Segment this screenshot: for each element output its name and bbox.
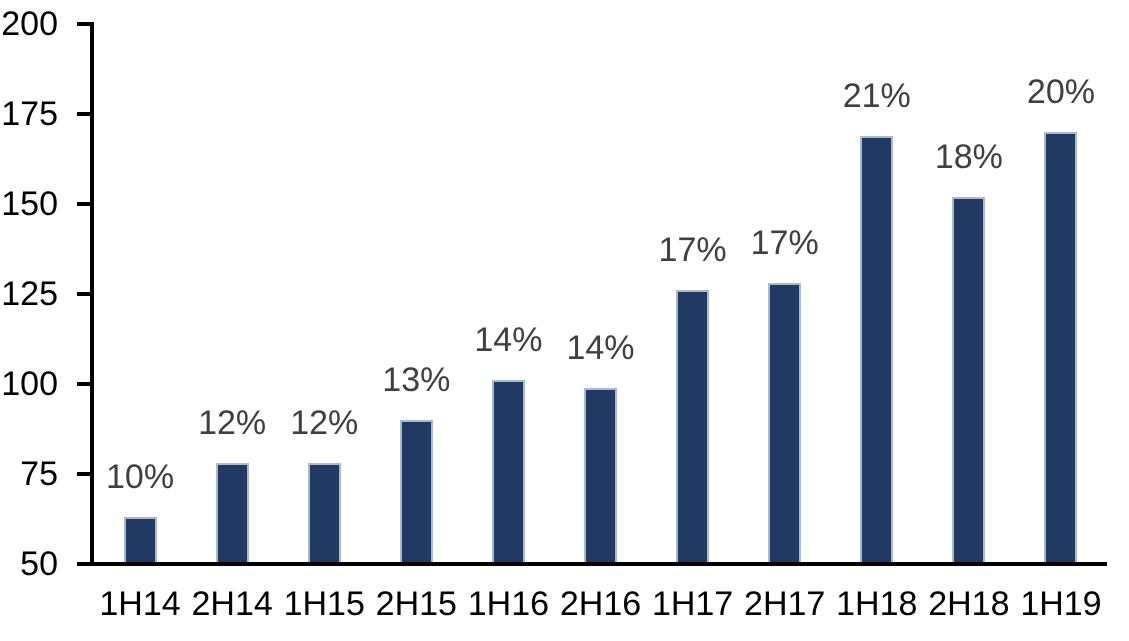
bar-value-label: 18% [934, 137, 1003, 176]
bar-value-label: 17% [658, 231, 727, 270]
y-axis-tick-mark [77, 202, 94, 206]
y-axis-tick-mark [77, 382, 94, 386]
x-axis-category-label: 1H14 [99, 585, 181, 623]
bar-value-label: 12% [290, 404, 359, 443]
x-axis-category-label: 2H17 [744, 585, 826, 623]
y-axis-tick-mark [77, 472, 94, 476]
bar-value-label: 17% [750, 224, 819, 263]
bar-value-label: 10% [106, 458, 175, 497]
bar-value-label: 13% [382, 361, 451, 399]
bar-2H15 [399, 420, 433, 566]
y-axis-tick-label: 50 [20, 545, 58, 583]
bar-2H18 [952, 196, 986, 566]
y-axis-tick-mark [77, 292, 94, 296]
bar-2H14 [215, 463, 249, 566]
bar-value-label: 20% [1026, 73, 1095, 111]
bar-value-label: 21% [842, 76, 911, 115]
y-axis-tick-label: 100 [1, 365, 58, 403]
x-axis-category-label: 2H16 [559, 585, 642, 623]
x-axis-category-label: 1H18 [836, 585, 918, 623]
x-axis-category-label: 1H15 [283, 585, 365, 623]
y-axis-tick-label: 200 [1, 5, 58, 43]
x-axis-category-label: 1H16 [467, 585, 550, 623]
bar-1H16 [491, 380, 525, 566]
bar-1H19 [1044, 132, 1078, 566]
y-axis-tick-label: 75 [20, 455, 58, 493]
y-axis-tick-mark [77, 112, 94, 116]
x-axis-category-label: 2H15 [375, 585, 457, 623]
bar-2H17 [768, 283, 802, 566]
x-axis-category-label: 1H19 [1020, 585, 1102, 623]
y-axis-line [90, 22, 94, 566]
bar-2H16 [584, 387, 617, 566]
y-axis-tick-mark [77, 562, 94, 566]
x-axis-line [90, 562, 1107, 566]
y-axis-tick-mark [77, 22, 94, 26]
bar-value-label: 12% [198, 404, 267, 443]
bar-1H17 [676, 290, 710, 566]
y-axis-tick-label: 125 [1, 275, 58, 313]
y-axis-tick-label: 175 [1, 95, 58, 133]
x-axis-category-label: 1H17 [651, 585, 734, 623]
bar-1H15 [307, 463, 341, 566]
x-axis-category-label: 2H14 [191, 585, 273, 623]
x-axis-category-label: 2H18 [928, 585, 1010, 623]
bar-1H14 [123, 517, 157, 566]
bar-1H18 [860, 135, 894, 566]
bar-value-label: 14% [474, 321, 543, 360]
bar-value-label: 14% [566, 328, 635, 367]
y-axis-tick-label: 150 [1, 185, 58, 223]
